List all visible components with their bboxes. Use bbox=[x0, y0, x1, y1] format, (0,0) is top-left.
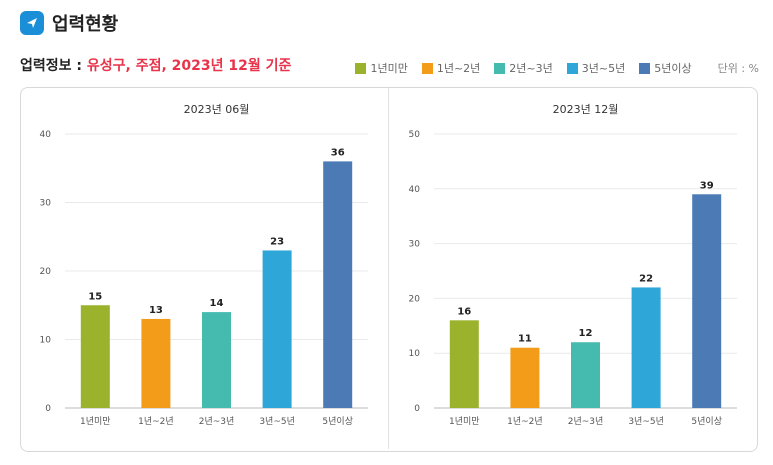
y-tick-label: 30 bbox=[40, 199, 52, 209]
bar-value-label: 12 bbox=[579, 328, 593, 339]
bar-value-label: 14 bbox=[210, 298, 224, 309]
app-logo-icon bbox=[20, 11, 44, 35]
subtitle-value: 유성구, 주점, 2023년 12월 기준 bbox=[86, 58, 292, 74]
legend-label: 5년이상 bbox=[654, 62, 692, 75]
bar bbox=[510, 347, 540, 408]
bar-value-label: 23 bbox=[270, 236, 284, 247]
bar-value-label: 13 bbox=[149, 305, 163, 316]
x-tick-label: 3년~5년 bbox=[259, 416, 295, 427]
x-tick-label: 1년~2년 bbox=[507, 416, 543, 427]
bar-value-label: 15 bbox=[88, 291, 102, 302]
x-tick-label: 1년미만 bbox=[449, 416, 480, 427]
bar bbox=[571, 342, 600, 408]
chart-title: 2023년 06월 bbox=[184, 103, 250, 116]
bar bbox=[631, 287, 661, 408]
x-tick-label: 3년~5년 bbox=[628, 416, 664, 427]
y-tick-label: 20 bbox=[409, 294, 421, 304]
y-tick-label: 0 bbox=[45, 404, 51, 414]
page-title: 업력현황 bbox=[52, 14, 119, 35]
charts-panel bbox=[20, 87, 758, 452]
bar bbox=[262, 250, 292, 408]
bar bbox=[141, 318, 171, 408]
legend-item: 5년이상 bbox=[639, 60, 692, 76]
y-tick-label: 40 bbox=[409, 185, 421, 195]
legend-item: 2년~3년 bbox=[494, 60, 553, 76]
bar bbox=[202, 312, 231, 408]
y-tick-label: 40 bbox=[40, 130, 52, 140]
legend-label: 1년미만 bbox=[370, 62, 408, 75]
legend-item: 1년~2년 bbox=[421, 60, 481, 76]
subtitle-label: 업력정보 : bbox=[20, 58, 87, 74]
y-tick-label: 50 bbox=[409, 130, 421, 140]
bar bbox=[692, 194, 722, 408]
bar bbox=[80, 305, 110, 408]
y-tick-label: 10 bbox=[40, 336, 52, 346]
legend: 1년미만 1년~2년 2년~3년 3년~5년 5년이상 단위 : % bbox=[341, 60, 759, 76]
legend-label: 3년~5년 bbox=[581, 62, 626, 75]
x-tick-label: 1년~2년 bbox=[138, 416, 174, 427]
y-tick-label: 0 bbox=[414, 404, 420, 414]
x-tick-label: 5년이상 bbox=[322, 416, 353, 427]
chart-2023-12: 2023년 12월 0 10 20 30 40 50 16 1년미만 11 1년~2년 12 2년~3년… bbox=[409, 103, 737, 427]
legend-swatch bbox=[355, 62, 367, 74]
bar-value-label: 36 bbox=[331, 147, 345, 158]
x-tick-label: 1년미만 bbox=[80, 416, 111, 427]
bar-value-label: 39 bbox=[700, 180, 714, 191]
x-tick-label: 5년이상 bbox=[691, 416, 722, 427]
bar-value-label: 22 bbox=[639, 273, 653, 284]
legend-swatch bbox=[639, 62, 651, 74]
y-tick-label: 30 bbox=[409, 240, 421, 250]
x-tick-label: 2년~3년 bbox=[199, 416, 235, 427]
header: 업력현황 bbox=[20, 10, 118, 36]
panel-divider bbox=[388, 88, 389, 449]
bar bbox=[449, 320, 479, 408]
subtitle: 업력정보 : 유성구, 주점, 2023년 12월 기준 bbox=[20, 55, 291, 75]
bar bbox=[323, 161, 353, 408]
chart-title: 2023년 12월 bbox=[553, 103, 619, 116]
legend-swatch bbox=[421, 62, 433, 74]
unit-label: 단위 : % bbox=[717, 62, 759, 75]
legend-swatch bbox=[566, 62, 578, 74]
y-tick-label: 10 bbox=[409, 349, 421, 359]
bar-value-label: 11 bbox=[518, 334, 532, 345]
legend-swatch bbox=[494, 62, 506, 74]
x-tick-label: 2년~3년 bbox=[568, 416, 604, 427]
legend-label: 2년~3년 bbox=[509, 62, 553, 75]
legend-item: 3년~5년 bbox=[566, 60, 626, 76]
bar-value-label: 16 bbox=[457, 306, 471, 317]
legend-item: 1년미만 bbox=[355, 60, 408, 76]
legend-label: 1년~2년 bbox=[436, 62, 481, 75]
y-tick-label: 20 bbox=[40, 267, 52, 277]
chart-2023-06: 2023년 06월 0 10 20 30 40 15 1년미만 13 1년~2년 14 2년~3년 23… bbox=[40, 103, 368, 427]
